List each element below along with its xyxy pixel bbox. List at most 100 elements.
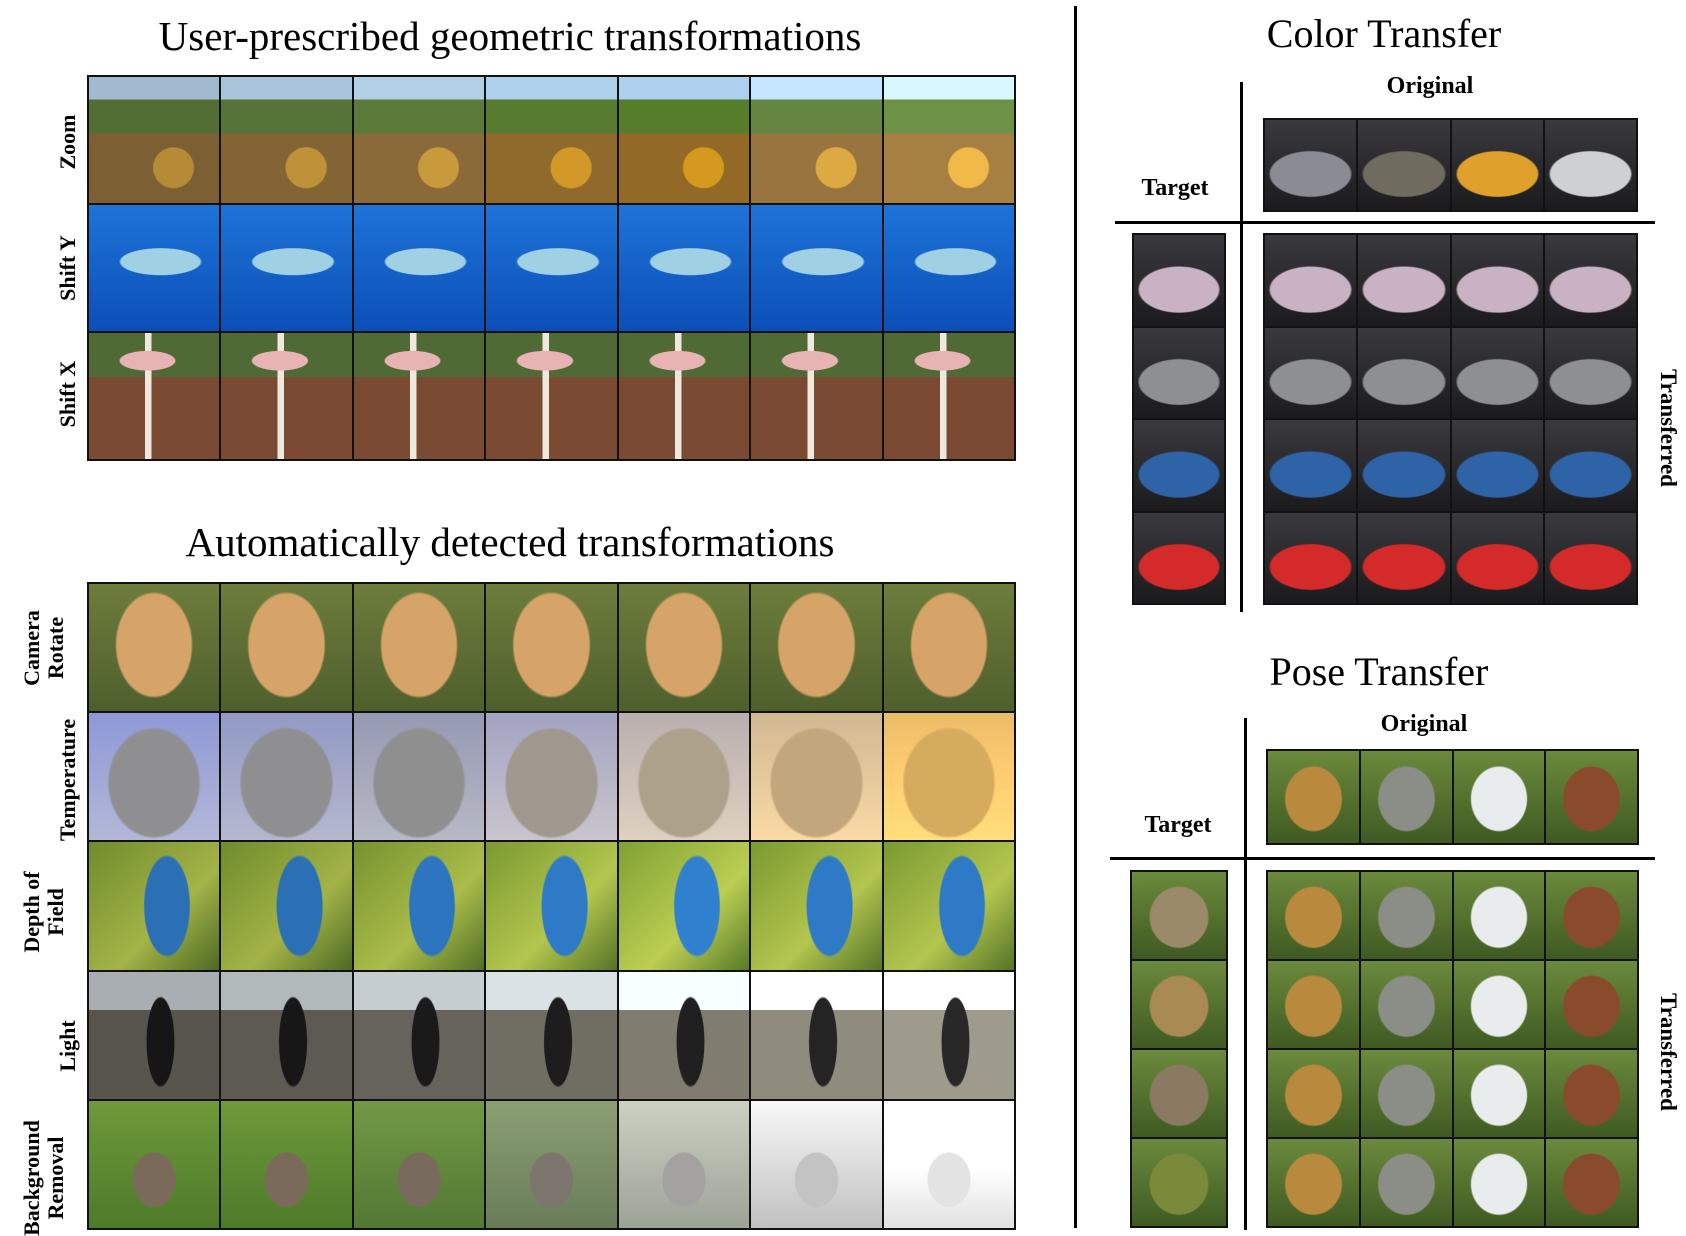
auto-row-label-depth-of-field: Depth of Field: [19, 871, 68, 953]
shift-y-image: [353, 205, 485, 331]
temperature-image: [618, 713, 750, 841]
shift-y-image: [221, 205, 352, 331]
color-target-label: Target: [1141, 175, 1209, 201]
color-transferred-image: [1265, 327, 1357, 418]
user-transform-grid: [87, 75, 1016, 461]
temperature-image: [486, 713, 617, 841]
depth-of-field-image: [751, 842, 882, 970]
auto-transform-grid: [87, 582, 1016, 1230]
background-removal-image: [221, 1100, 352, 1228]
color-target-column: [1132, 233, 1226, 605]
color-original-image: [1544, 120, 1636, 210]
color-original-image: [1358, 120, 1450, 210]
color-transferred-image: [1451, 512, 1543, 603]
pose-transferred-image: [1360, 961, 1452, 1048]
pose-original-row: [1266, 749, 1639, 845]
pose-horizontal-rule: [1110, 857, 1655, 860]
pose-transferred-grid: [1266, 870, 1639, 1228]
background-removal-image: [486, 1100, 617, 1228]
auto-row-label-line: Temperature: [55, 718, 80, 842]
color-transferred-image: [1544, 512, 1636, 603]
depth-of-field-image: [89, 842, 220, 970]
auto-row-label-light: Light: [55, 1020, 80, 1072]
color-transferred-image: [1544, 235, 1636, 326]
pose-transferred-image: [1360, 1139, 1452, 1226]
camera-rotate-image: [883, 584, 1014, 712]
pose-transferred-image: [1268, 1139, 1359, 1226]
color-transferred-image: [1451, 235, 1543, 326]
depth-of-field-image: [353, 842, 485, 970]
pose-transferred-image: [1360, 872, 1452, 959]
auto-row-label-line: Light: [55, 1020, 80, 1072]
pose-target-image: [1132, 1139, 1226, 1226]
background-removal-image: [353, 1100, 485, 1228]
auto-transformations-title: Automatically detected transformations: [185, 519, 835, 565]
pose-target-image: [1132, 1050, 1226, 1137]
camera-rotate-image: [751, 584, 882, 712]
pose-target-label: Target: [1144, 812, 1212, 838]
shift-x-image: [353, 333, 485, 459]
pose-transferred-image: [1546, 1139, 1637, 1226]
temperature-image: [353, 713, 485, 841]
background-removal-image: [89, 1100, 220, 1228]
color-transferred-image: [1265, 235, 1357, 326]
pose-transferred-image: [1453, 1139, 1545, 1226]
user-row-label-shift-y: Shift Y: [55, 235, 80, 301]
light-image: [618, 971, 750, 1099]
pose-transfer-title: Pose Transfer: [1269, 649, 1489, 694]
pose-transferred-image: [1360, 1050, 1452, 1137]
shift-x-image: [751, 333, 882, 459]
light-image: [883, 971, 1014, 1099]
color-target-image: [1134, 327, 1224, 418]
pose-target-column: [1130, 870, 1228, 1228]
shift-x-image: [486, 333, 617, 459]
panel-divider: [1074, 6, 1077, 1228]
pose-transferred-image: [1453, 872, 1545, 959]
camera-rotate-image: [221, 584, 352, 712]
depth-of-field-image: [486, 842, 617, 970]
color-horizontal-rule: [1115, 221, 1655, 224]
user-row-label-shift-x: Shift X: [55, 360, 80, 428]
color-target-image: [1134, 420, 1224, 511]
color-original-label: Original: [1386, 73, 1474, 99]
light-image: [353, 971, 485, 1099]
color-transferred-label: Transferred: [1656, 369, 1681, 487]
user-row-label-zoom: Zoom: [55, 114, 80, 170]
zoom-image: [751, 77, 882, 203]
light-image: [89, 971, 220, 1099]
color-transferred-image: [1451, 327, 1543, 418]
pose-original-image: [1360, 751, 1452, 843]
auto-row-label-line: Background: [19, 1120, 44, 1236]
color-target-image: [1134, 235, 1224, 326]
color-transfer-title: Color Transfer: [1266, 11, 1502, 56]
color-transferred-image: [1451, 420, 1543, 511]
pose-transferred-image: [1453, 1050, 1545, 1137]
zoom-image: [883, 77, 1014, 203]
shift-y-image: [486, 205, 617, 331]
shift-x-image: [883, 333, 1014, 459]
background-removal-image: [883, 1100, 1014, 1228]
color-target-image: [1134, 512, 1224, 603]
color-transferred-grid: [1263, 233, 1638, 605]
temperature-image: [751, 713, 882, 841]
pose-original-label: Original: [1380, 711, 1468, 737]
auto-row-label-line: Rotate: [43, 616, 68, 680]
color-original-image: [1265, 120, 1357, 210]
background-removal-image: [618, 1100, 750, 1228]
camera-rotate-image: [89, 584, 220, 712]
zoom-image: [221, 77, 352, 203]
auto-row-label-background-removal: Background Removal: [19, 1120, 68, 1236]
pose-transferred-image: [1546, 961, 1637, 1048]
pose-transferred-image: [1268, 961, 1359, 1048]
shift-x-image: [221, 333, 352, 459]
auto-row-label-line: Removal: [43, 1136, 68, 1220]
auto-row-label-line: Depth of: [19, 871, 44, 953]
color-transferred-image: [1544, 327, 1636, 418]
light-image: [221, 971, 352, 1099]
pose-target-image: [1132, 872, 1226, 959]
color-transferred-image: [1265, 420, 1357, 511]
pose-transferred-image: [1268, 872, 1359, 959]
user-transformations-title: User-prescribed geometric transformation…: [158, 13, 862, 59]
shift-x-image: [618, 333, 750, 459]
pose-original-image: [1546, 751, 1637, 843]
